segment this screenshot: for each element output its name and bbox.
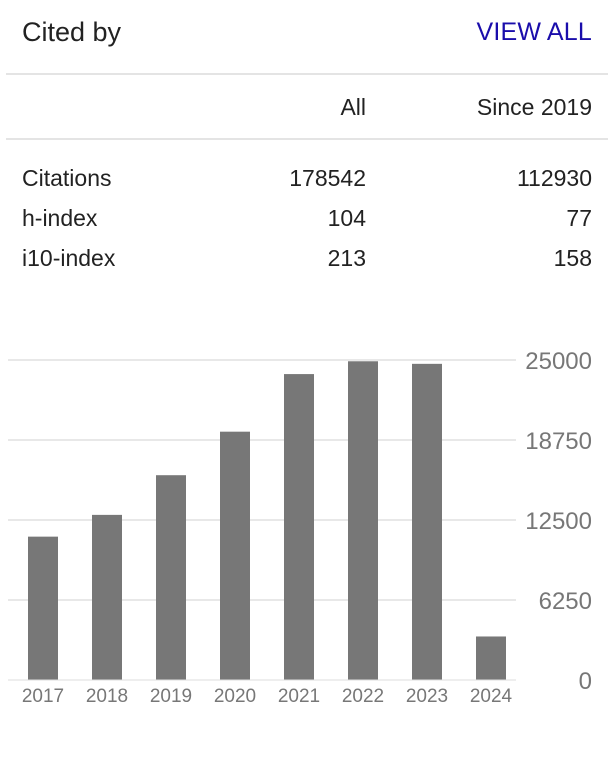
cited-by-header: Cited by VIEW ALL: [0, 0, 614, 74]
bar-2019[interactable]: [156, 475, 186, 680]
bar-2020[interactable]: [220, 431, 250, 680]
stats-value-all: 213: [327, 245, 366, 271]
stats-row-i10-index: i10-index 213 158: [0, 240, 614, 276]
x-tick-label: 2018: [86, 686, 128, 707]
column-header-since: Since 2019: [476, 94, 592, 120]
stats-row-citations: Citations 178542 112930: [0, 160, 614, 196]
stats-value-all: 178542: [289, 165, 366, 191]
x-tick-label: 2020: [214, 686, 256, 707]
y-tick-label: 6250: [539, 588, 592, 615]
bar-2021[interactable]: [284, 374, 314, 680]
stats-label: h-index: [22, 205, 98, 231]
bar-2022[interactable]: [348, 361, 378, 680]
x-tick-label: 2017: [22, 686, 64, 707]
stats-label: i10-index: [22, 245, 116, 271]
stats-value-since: 77: [566, 205, 592, 231]
x-tick-label: 2021: [278, 686, 320, 707]
table-header-divider: [6, 138, 608, 140]
header-divider: [6, 73, 608, 75]
bar-2017[interactable]: [28, 536, 58, 680]
stats-value-since: 112930: [516, 165, 592, 191]
x-tick-label: 2024: [470, 686, 513, 707]
y-tick-label: 18750: [525, 428, 592, 455]
stats-row-h-index: h-index 104 77: [0, 200, 614, 236]
bar-2018[interactable]: [92, 514, 122, 680]
view-all-link[interactable]: VIEW ALL: [476, 18, 592, 46]
stats-value-since: 158: [553, 245, 592, 271]
y-tick-label: 0: [579, 668, 592, 695]
bar-2024[interactable]: [476, 636, 506, 680]
stats-value-all: 104: [327, 205, 366, 231]
x-tick-label: 2022: [342, 686, 384, 707]
y-tick-label: 25000: [525, 348, 592, 375]
cited-by-title: Cited by: [22, 17, 122, 47]
column-header-all: All: [340, 94, 366, 120]
citations-chart-svg: 25000 18750 12500 6250 0 2017 2018 2019 2020 2021…: [8, 348, 592, 707]
stats-label: Citations: [22, 165, 112, 191]
x-tick-label: 2023: [406, 686, 448, 707]
y-tick-label: 12500: [525, 508, 592, 535]
x-tick-label: 2019: [150, 686, 192, 707]
bar-2023[interactable]: [412, 363, 442, 680]
citations-per-year-chart: 25000 18750 12500 6250 0 2017 2018 2019 2020 2021…: [0, 330, 614, 730]
